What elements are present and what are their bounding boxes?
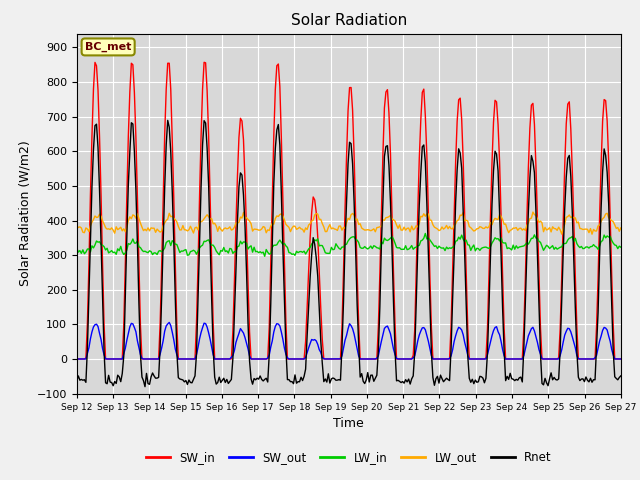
Line: LW_in: LW_in — [77, 233, 621, 256]
Rnet — [314, 273, 321, 279]
LW_out — [588, 231, 596, 237]
SW_in — [312, 209, 320, 215]
SW_in — [200, 60, 208, 65]
X-axis label: Time: Time — [333, 417, 364, 430]
SW_in — [237, 115, 244, 121]
SW_out — [255, 356, 262, 362]
LW_out — [140, 228, 147, 233]
SW_out — [617, 356, 625, 362]
SW_out — [588, 356, 596, 362]
LW_out — [73, 223, 81, 229]
LW_out — [262, 230, 270, 236]
SW_in — [617, 356, 625, 362]
Rnet — [141, 384, 149, 390]
LW_in — [312, 238, 320, 244]
LW_out — [529, 209, 537, 215]
Title: Solar Radiation: Solar Radiation — [291, 13, 407, 28]
Rnet — [238, 172, 246, 178]
SW_out — [264, 355, 271, 361]
LW_in — [264, 250, 271, 255]
Line: Rnet: Rnet — [77, 120, 621, 387]
LW_out — [589, 227, 597, 232]
Rnet — [140, 378, 147, 384]
Line: SW_out: SW_out — [77, 323, 621, 359]
Rnet — [256, 373, 264, 379]
LW_in — [235, 243, 243, 249]
SW_in — [255, 356, 262, 362]
Line: SW_in: SW_in — [77, 62, 621, 359]
Rnet — [266, 352, 273, 358]
SW_out — [237, 326, 244, 332]
LW_out — [253, 227, 261, 232]
LW_in — [140, 249, 147, 254]
LW_in — [261, 253, 269, 259]
Rnet — [73, 378, 81, 384]
SW_out — [140, 356, 147, 362]
Rnet — [164, 118, 172, 123]
SW_in — [73, 356, 81, 362]
SW_out — [73, 356, 81, 362]
LW_out — [235, 219, 243, 225]
Legend: SW_in, SW_out, LW_in, LW_out, Rnet: SW_in, SW_out, LW_in, LW_out, Rnet — [141, 446, 556, 469]
LW_out — [311, 212, 319, 218]
SW_in — [588, 356, 596, 362]
SW_out — [312, 338, 320, 344]
Text: BC_met: BC_met — [85, 42, 131, 52]
SW_out — [165, 320, 173, 325]
SW_in — [140, 356, 147, 362]
LW_in — [73, 245, 81, 251]
LW_in — [617, 244, 625, 250]
Rnet — [589, 377, 597, 383]
Y-axis label: Solar Radiation (W/m2): Solar Radiation (W/m2) — [18, 141, 31, 287]
Line: LW_out: LW_out — [77, 212, 621, 234]
LW_in — [422, 230, 429, 236]
LW_in — [589, 242, 597, 248]
SW_in — [264, 356, 271, 361]
LW_out — [617, 225, 625, 231]
Rnet — [617, 373, 625, 379]
LW_in — [253, 249, 261, 254]
